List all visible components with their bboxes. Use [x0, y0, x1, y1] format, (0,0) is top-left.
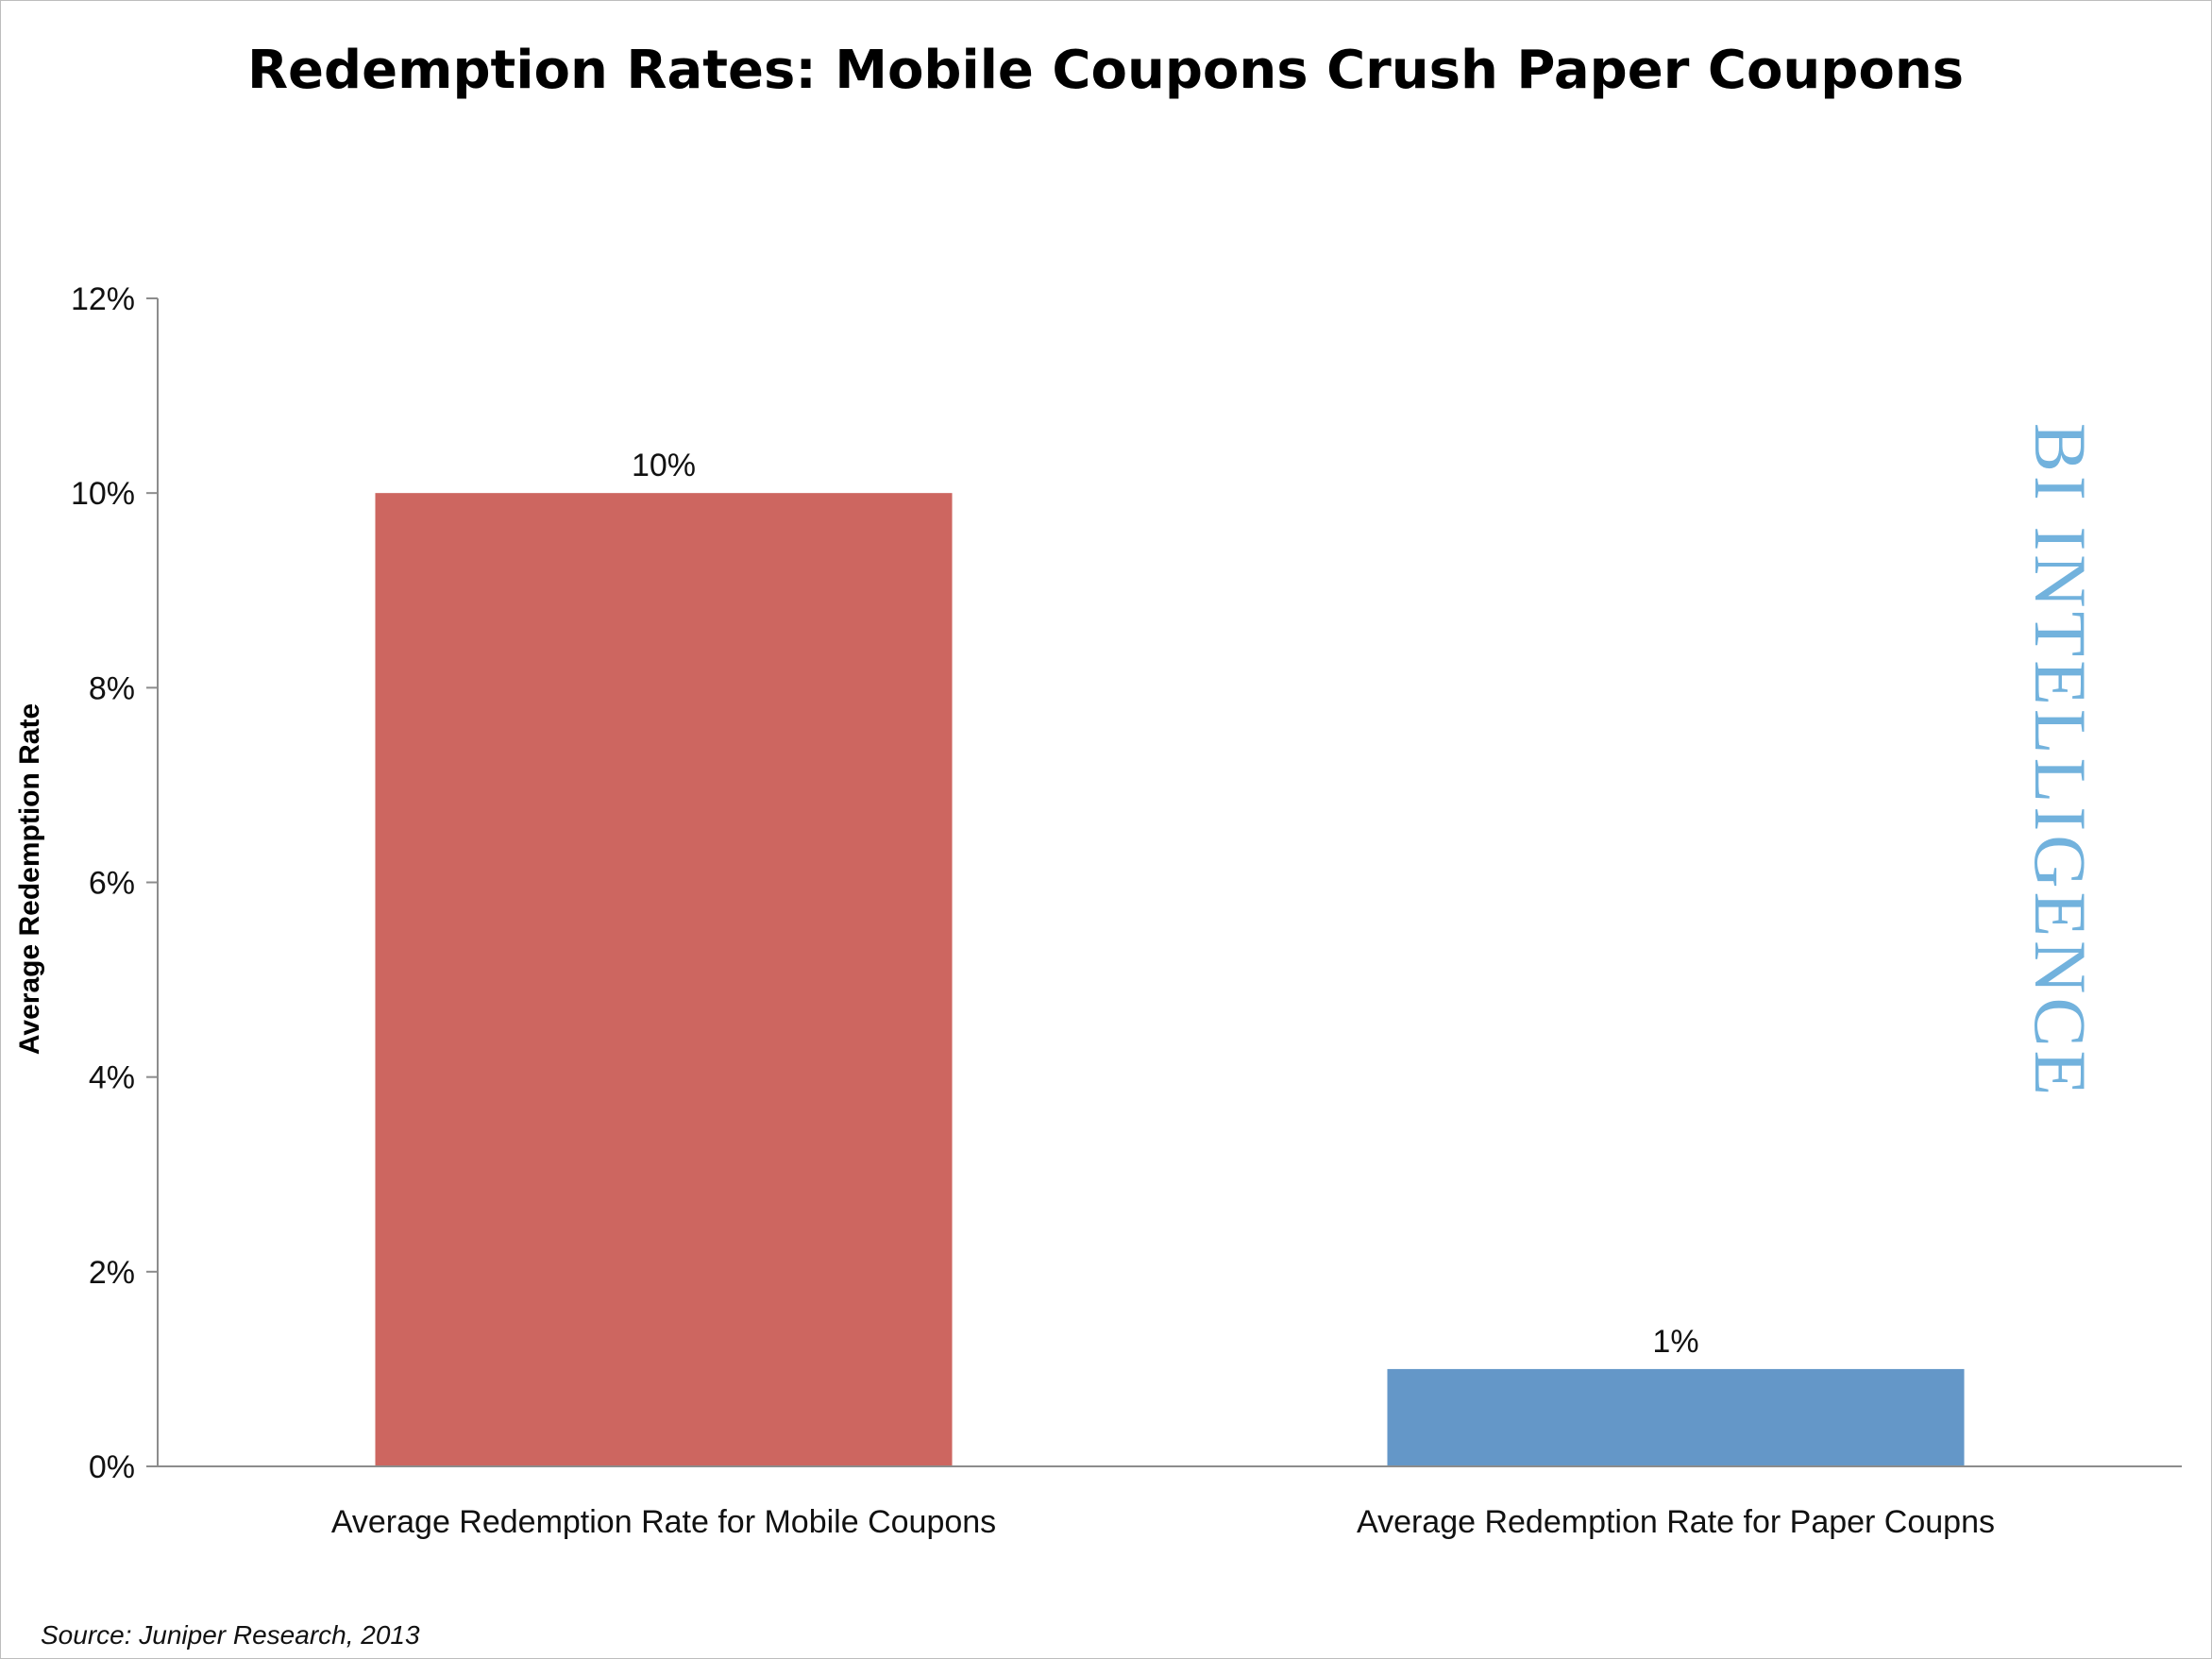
- y-tick-label: 2%: [89, 1255, 135, 1291]
- category-label: Average Redemption Rate for Mobile Coupo…: [331, 1504, 996, 1540]
- bar-mobile-coupons: [375, 493, 953, 1466]
- y-tick-label: 6%: [89, 866, 135, 902]
- data-labels: 10% 1%: [632, 448, 1699, 1360]
- y-axis-label: Average Redemption Rate: [14, 703, 45, 1055]
- y-tick-label: 12%: [71, 281, 135, 317]
- bars: [375, 493, 1965, 1466]
- y-axis-ticks: 0% 2% 4% 6% 8% 10% 12%: [71, 281, 158, 1485]
- category-label: Average Redemption Rate for Paper Coupns: [1357, 1504, 1995, 1540]
- y-tick-label: 8%: [89, 670, 135, 706]
- bar-paper-coupons: [1387, 1368, 1965, 1466]
- bi-intelligence-watermark: BI INTELLIGENCE: [2019, 423, 2102, 1099]
- data-label: 1%: [1652, 1324, 1698, 1360]
- y-tick-label: 10%: [71, 476, 135, 512]
- y-tick-label: 0%: [89, 1449, 135, 1485]
- source-note: Source: Juniper Research, 2013: [41, 1620, 420, 1650]
- chart-title: Redemption Rates: Mobile Coupons Crush P…: [247, 40, 1964, 101]
- data-label: 10%: [632, 448, 696, 483]
- y-tick-label: 4%: [89, 1060, 135, 1096]
- category-labels: Average Redemption Rate for Mobile Coupo…: [331, 1504, 1995, 1540]
